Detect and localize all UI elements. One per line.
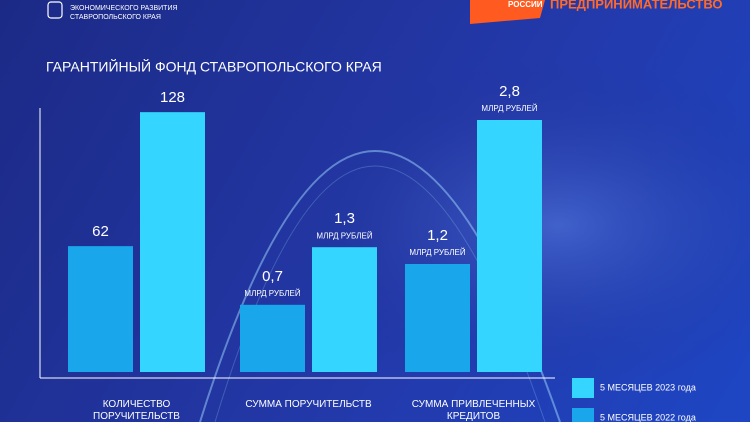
value-label: 2,8	[499, 83, 520, 100]
bar	[477, 120, 542, 372]
emblem	[47, 1, 63, 19]
unit-label: МЛРД РУБЛЕЙ	[481, 104, 537, 113]
category-label: СУММА ПРИВЛЕЧЕННЫХ КРЕДИТОВ	[411, 399, 536, 422]
bar	[240, 304, 305, 372]
legend-swatch	[572, 408, 594, 422]
legend-label: 5 МЕСЯЦЕВ 2022 года	[600, 412, 696, 422]
unit-label: МЛРД РУБЛЕЙ	[316, 231, 372, 240]
ministry-line: СТАВРОПОЛЬСКОГО КРАЯ	[70, 14, 161, 21]
value-label: 0,7	[262, 268, 283, 285]
unit-label: МЛРД РУБЛЕЙ	[409, 248, 465, 257]
legend-label: 5 МЕСЯЦЕВ 2023 года	[600, 382, 696, 392]
bar	[405, 264, 470, 372]
brand-shape	[470, 0, 545, 24]
ministry-line: ЭКОНОМИЧЕСКОГО РАЗВИТИЯ	[70, 5, 178, 12]
brand: ПРЕДПРИНИМАТЕЛЬСТВО	[550, 0, 723, 11]
bar	[140, 112, 205, 372]
value-label: 1,3	[334, 210, 355, 227]
brand-small: РОССИИ	[508, 0, 543, 9]
legend-swatch	[572, 378, 594, 398]
value-label: 128	[160, 89, 185, 106]
category-label: КОЛИЧЕСТВО ПОРУЧИТЕЛЬСТВ	[93, 399, 180, 422]
value-label: 62	[92, 223, 109, 240]
value-label: 1,2	[427, 227, 448, 244]
bar	[68, 246, 133, 372]
unit-label: МЛРД РУБЛЕЙ	[244, 289, 300, 298]
category-label: СУММА ПОРУЧИТЕЛЬСТВ	[245, 399, 372, 410]
bar	[312, 247, 377, 372]
chart-title: ГАРАНТИЙНЫЙ ФОНД СТАВРОПОЛЬСКОГО КРАЯ	[46, 58, 382, 75]
